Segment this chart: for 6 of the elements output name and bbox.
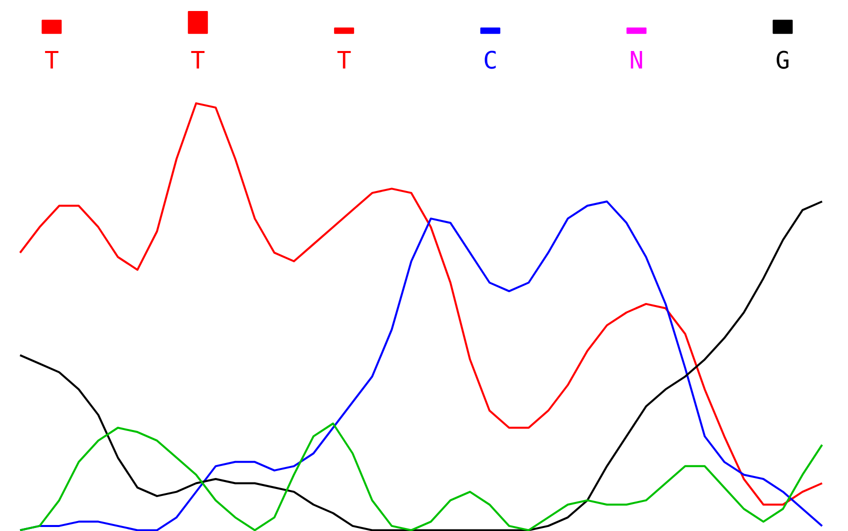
x-tick-label: T (190, 46, 206, 75)
x-tick-label: G (775, 46, 790, 75)
x-tick-label: T (44, 46, 59, 75)
x-tick-label: C (483, 46, 498, 75)
x-tick-label: T (336, 46, 352, 75)
x-tick-label: N (629, 46, 644, 75)
